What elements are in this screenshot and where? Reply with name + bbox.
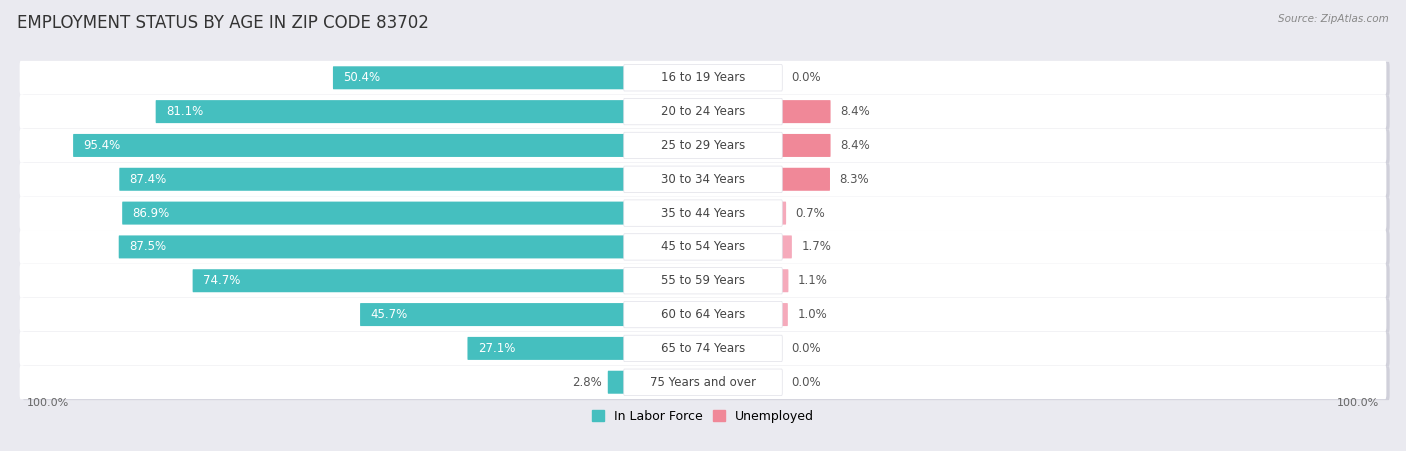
FancyBboxPatch shape (20, 95, 1386, 129)
FancyBboxPatch shape (624, 166, 782, 193)
Text: 0.0%: 0.0% (792, 342, 821, 355)
Text: 8.4%: 8.4% (839, 105, 870, 118)
FancyBboxPatch shape (156, 100, 624, 123)
FancyBboxPatch shape (624, 98, 782, 125)
FancyBboxPatch shape (782, 235, 792, 258)
Text: 100.0%: 100.0% (1337, 398, 1379, 408)
Text: 0.7%: 0.7% (796, 207, 825, 220)
FancyBboxPatch shape (360, 303, 624, 326)
FancyBboxPatch shape (624, 200, 782, 226)
Text: 45 to 54 Years: 45 to 54 Years (661, 240, 745, 253)
FancyBboxPatch shape (22, 366, 1389, 400)
Text: 27.1%: 27.1% (478, 342, 515, 355)
FancyBboxPatch shape (20, 298, 1386, 331)
Text: 0.0%: 0.0% (792, 376, 821, 389)
Text: 16 to 19 Years: 16 to 19 Years (661, 71, 745, 84)
Text: 87.5%: 87.5% (129, 240, 166, 253)
FancyBboxPatch shape (782, 303, 787, 326)
Text: 81.1%: 81.1% (166, 105, 202, 118)
FancyBboxPatch shape (624, 335, 782, 362)
Text: 86.9%: 86.9% (132, 207, 170, 220)
FancyBboxPatch shape (20, 61, 1386, 95)
FancyBboxPatch shape (20, 264, 1386, 298)
FancyBboxPatch shape (20, 196, 1386, 230)
Text: 75 Years and over: 75 Years and over (650, 376, 756, 389)
Text: 100.0%: 100.0% (27, 398, 69, 408)
FancyBboxPatch shape (22, 299, 1389, 332)
FancyBboxPatch shape (193, 269, 624, 292)
FancyBboxPatch shape (782, 269, 789, 292)
FancyBboxPatch shape (118, 235, 624, 258)
Text: 95.4%: 95.4% (83, 139, 121, 152)
FancyBboxPatch shape (782, 168, 830, 191)
FancyBboxPatch shape (624, 267, 782, 294)
FancyBboxPatch shape (20, 230, 1386, 264)
FancyBboxPatch shape (122, 202, 624, 225)
Text: 50.4%: 50.4% (343, 71, 380, 84)
Text: 1.7%: 1.7% (801, 240, 831, 253)
Legend: In Labor Force, Unemployed: In Labor Force, Unemployed (586, 405, 820, 428)
FancyBboxPatch shape (624, 132, 782, 159)
Text: 35 to 44 Years: 35 to 44 Years (661, 207, 745, 220)
FancyBboxPatch shape (22, 265, 1389, 299)
FancyBboxPatch shape (22, 197, 1389, 231)
Text: 30 to 34 Years: 30 to 34 Years (661, 173, 745, 186)
FancyBboxPatch shape (782, 202, 786, 225)
Text: 8.3%: 8.3% (839, 173, 869, 186)
FancyBboxPatch shape (333, 66, 624, 89)
FancyBboxPatch shape (22, 62, 1389, 96)
Text: 60 to 64 Years: 60 to 64 Years (661, 308, 745, 321)
FancyBboxPatch shape (624, 301, 782, 328)
Text: 0.0%: 0.0% (792, 71, 821, 84)
FancyBboxPatch shape (20, 331, 1386, 365)
FancyBboxPatch shape (22, 96, 1389, 129)
FancyBboxPatch shape (20, 162, 1386, 196)
FancyBboxPatch shape (120, 168, 624, 191)
Text: 25 to 29 Years: 25 to 29 Years (661, 139, 745, 152)
FancyBboxPatch shape (624, 234, 782, 260)
FancyBboxPatch shape (73, 134, 624, 157)
FancyBboxPatch shape (22, 231, 1389, 265)
Text: 20 to 24 Years: 20 to 24 Years (661, 105, 745, 118)
Text: 74.7%: 74.7% (202, 274, 240, 287)
Text: 1.1%: 1.1% (799, 274, 828, 287)
FancyBboxPatch shape (20, 129, 1386, 162)
FancyBboxPatch shape (782, 134, 831, 157)
FancyBboxPatch shape (624, 369, 782, 396)
FancyBboxPatch shape (782, 100, 831, 123)
FancyBboxPatch shape (22, 332, 1389, 366)
FancyBboxPatch shape (467, 337, 624, 360)
FancyBboxPatch shape (607, 371, 624, 394)
FancyBboxPatch shape (22, 129, 1389, 163)
Text: 55 to 59 Years: 55 to 59 Years (661, 274, 745, 287)
Text: EMPLOYMENT STATUS BY AGE IN ZIP CODE 83702: EMPLOYMENT STATUS BY AGE IN ZIP CODE 837… (17, 14, 429, 32)
Text: 2.8%: 2.8% (572, 376, 602, 389)
Text: 1.0%: 1.0% (797, 308, 827, 321)
FancyBboxPatch shape (22, 163, 1389, 197)
FancyBboxPatch shape (624, 64, 782, 91)
Text: 8.4%: 8.4% (839, 139, 870, 152)
Text: Source: ZipAtlas.com: Source: ZipAtlas.com (1278, 14, 1389, 23)
Text: 87.4%: 87.4% (129, 173, 167, 186)
Text: 45.7%: 45.7% (370, 308, 408, 321)
Text: 65 to 74 Years: 65 to 74 Years (661, 342, 745, 355)
FancyBboxPatch shape (20, 365, 1386, 399)
